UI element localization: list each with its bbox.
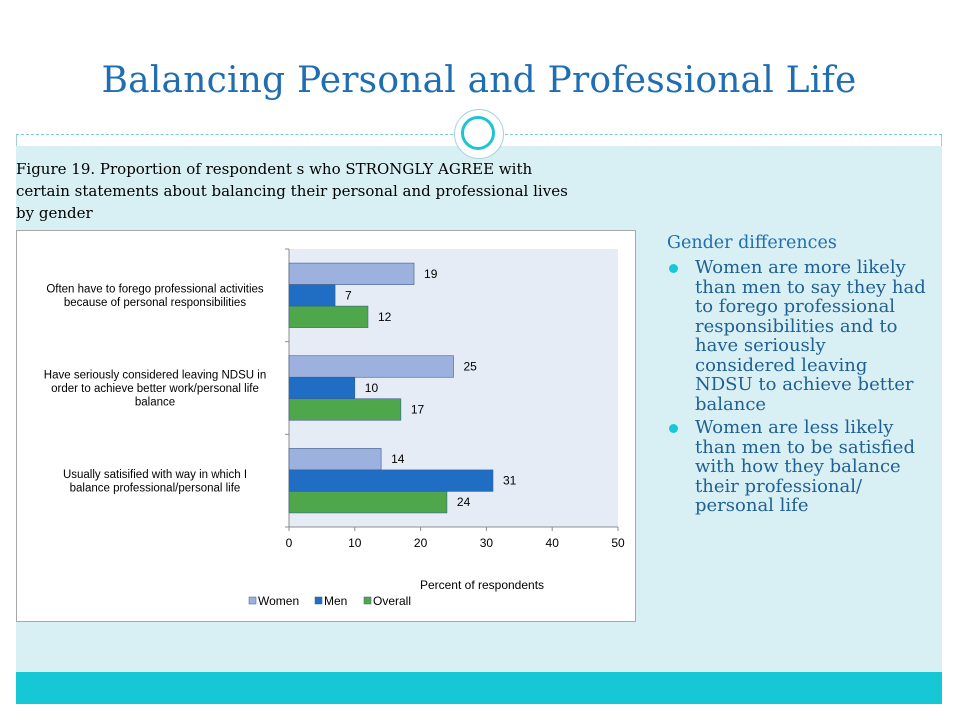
bar-overall	[288, 305, 369, 328]
circle-ornament-icon	[454, 109, 504, 159]
side-heading: Gender differences	[667, 233, 837, 253]
data-label: 19	[424, 267, 438, 281]
bar-women	[288, 262, 415, 285]
category-label: Often have to forego professional activi…	[46, 284, 264, 296]
category-label: Have seriously considered leaving NDSU i…	[44, 370, 266, 382]
figure-caption: Figure 19. Proportion of respondent s wh…	[16, 158, 616, 224]
x-tick-label: 40	[546, 536, 560, 550]
x-tick-label: 10	[348, 536, 362, 550]
bar-overall	[288, 491, 448, 514]
data-label: 14	[391, 452, 405, 466]
x-tick-label: 20	[414, 536, 428, 550]
legend-swatch	[314, 596, 323, 605]
bar-chart: 0 10 20 30 40 50 19 7 12 Often have to forego pro…	[16, 230, 636, 622]
x-tick-label: 0	[286, 536, 293, 550]
caption-line: certain statements about balancing their…	[16, 182, 568, 200]
data-label: 24	[457, 495, 471, 509]
bar-men	[288, 376, 356, 400]
legend-label: Men	[324, 594, 347, 608]
bar-overall	[288, 398, 402, 421]
bar-women	[288, 448, 382, 471]
category-label: balance	[135, 397, 175, 409]
category-label: order to achieve better work/personal li…	[51, 383, 259, 395]
bar-men	[288, 284, 336, 307]
slide-title: Balancing Personal and Professional Life	[101, 60, 857, 101]
footer-bar	[16, 672, 942, 704]
x-tick-label: 30	[480, 536, 494, 550]
side-panel: Gender differences Women are more likely…	[667, 232, 929, 520]
bullet-item: Women are less likely than men to be sat…	[667, 418, 929, 516]
bar-women	[288, 355, 454, 378]
bullet-item: Women are more likely than men to say th…	[667, 258, 929, 414]
bar-men	[288, 469, 494, 492]
data-label: 7	[345, 288, 352, 302]
category-label: because of personal responsibilities	[64, 297, 246, 309]
legend-swatch	[363, 596, 372, 605]
caption-line: Figure 19. Proportion of respondent s wh…	[16, 160, 533, 178]
data-label: 12	[378, 310, 392, 324]
data-label: 17	[411, 403, 425, 417]
data-label: 10	[365, 381, 379, 395]
category-label: Usually satisified with way in which I	[63, 469, 247, 481]
legend-label: Overall	[373, 594, 411, 608]
x-axis-title: Percent of respondents	[420, 578, 544, 592]
data-label: 31	[503, 474, 517, 488]
legend-label: Women	[258, 594, 299, 608]
legend-swatch	[248, 596, 257, 605]
category-label: balance professional/personal life	[70, 482, 241, 494]
chart-svg: 0 10 20 30 40 50 19 7 12 Often have to forego pro…	[44, 248, 625, 608]
data-label: 25	[464, 360, 478, 374]
caption-line: by gender	[16, 204, 93, 222]
bullet-list: Women are more likely than men to say th…	[667, 258, 929, 516]
x-tick-label: 50	[611, 536, 625, 550]
